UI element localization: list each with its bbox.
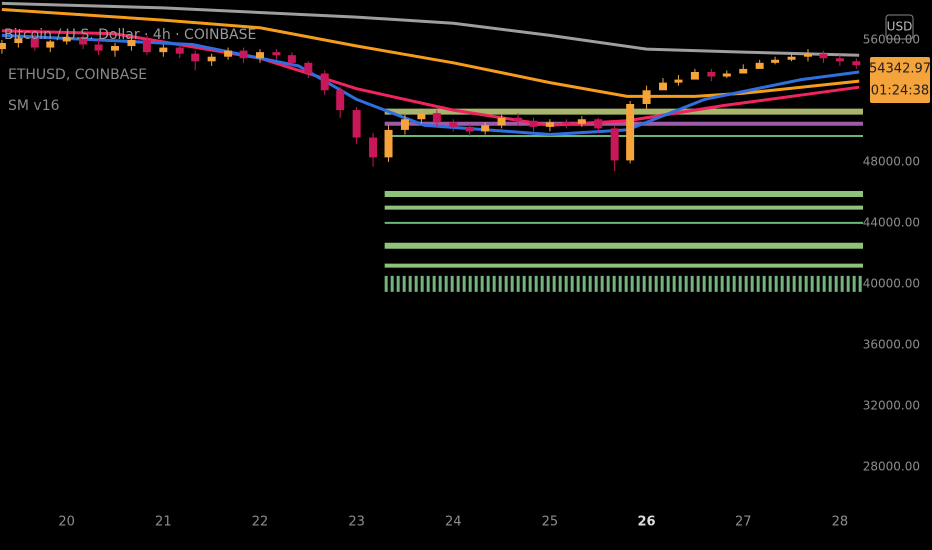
candle-body xyxy=(577,119,586,124)
last-price: 54342.97 xyxy=(869,62,931,77)
x-tick-label: 26 xyxy=(638,515,656,530)
candle-body xyxy=(432,113,441,123)
candle-body xyxy=(14,38,23,43)
candle-body xyxy=(369,137,378,158)
candle-body xyxy=(690,71,699,80)
candle-body xyxy=(417,113,426,120)
candle-body xyxy=(336,90,345,111)
x-tick-label: 28 xyxy=(832,515,849,530)
candle-body xyxy=(787,56,796,60)
y-tick-label: 36000.00 xyxy=(863,337,920,351)
y-tick-label: 44000.00 xyxy=(863,215,920,229)
candle-body xyxy=(610,128,619,161)
candle-body xyxy=(594,119,603,129)
candle-body xyxy=(449,122,458,127)
candle-body xyxy=(111,46,120,51)
countdown: 01:24:38 xyxy=(871,84,929,99)
candle-body xyxy=(755,62,764,69)
y-tick-label: 56000.00 xyxy=(863,32,920,46)
candle-body xyxy=(497,117,506,126)
overlay-title: ETHUSD, COINBASE xyxy=(8,67,147,83)
candle-body xyxy=(529,120,538,127)
x-tick-label: 22 xyxy=(252,515,269,530)
candle-body xyxy=(400,119,409,130)
candle-body xyxy=(852,61,861,66)
candle-body xyxy=(287,55,296,63)
x-tick-label: 25 xyxy=(542,515,559,530)
candle-body xyxy=(239,50,248,59)
candle-body xyxy=(94,44,103,51)
x-tick-label: 27 xyxy=(735,515,752,530)
candle-body xyxy=(304,62,313,74)
price-tag xyxy=(870,57,930,103)
indicator-title: SM v16 xyxy=(8,98,60,114)
candle-body xyxy=(659,82,668,91)
candle-body xyxy=(0,42,6,50)
candle-body xyxy=(255,52,264,59)
candle-body xyxy=(642,90,651,104)
x-tick-label: 20 xyxy=(58,515,75,530)
candle-body xyxy=(320,73,329,91)
candle-body xyxy=(514,117,523,121)
x-tick-label: 21 xyxy=(155,515,172,530)
candle-body xyxy=(384,129,393,158)
candle-body xyxy=(835,58,844,62)
candle-body xyxy=(739,68,748,74)
candle-body xyxy=(562,122,571,124)
candle-body xyxy=(819,53,828,59)
candle-body xyxy=(127,39,136,47)
candle-body xyxy=(62,36,71,42)
candle-body xyxy=(224,50,233,57)
y-tick-label: 48000.00 xyxy=(863,154,920,168)
candle-body xyxy=(159,47,168,53)
candle-body xyxy=(465,126,474,132)
candle-body xyxy=(707,71,716,77)
candle-body xyxy=(545,122,554,127)
plot-area xyxy=(0,1,868,508)
x-tick-label: 23 xyxy=(348,515,365,530)
y-tick-label: 28000.00 xyxy=(863,459,920,473)
moving-average xyxy=(1,8,860,98)
candle-body xyxy=(30,38,39,48)
candle-body xyxy=(79,36,88,45)
candle-body xyxy=(352,110,361,138)
chart-title: Bitcoin / U.S. Dollar · 4h · COINBASE xyxy=(4,27,256,43)
y-tick-label: 32000.00 xyxy=(863,398,920,412)
currency-box[interactable] xyxy=(885,14,914,40)
x-tick-label: 24 xyxy=(445,515,462,530)
candle-body xyxy=(207,56,216,62)
candle-body xyxy=(626,103,635,161)
candle-body xyxy=(771,59,780,63)
candle-body xyxy=(481,125,490,132)
candle-body xyxy=(175,47,184,54)
candle-body xyxy=(674,79,683,83)
candle-body xyxy=(46,41,55,48)
y-tick-label: 40000.00 xyxy=(863,276,920,290)
currency[interactable]: USD xyxy=(887,20,913,34)
candle-body xyxy=(142,39,151,53)
candle-body xyxy=(803,53,812,57)
candle-body xyxy=(191,53,200,62)
candle-body xyxy=(272,52,281,56)
moving-average xyxy=(1,1,860,57)
candle-body xyxy=(722,73,731,77)
